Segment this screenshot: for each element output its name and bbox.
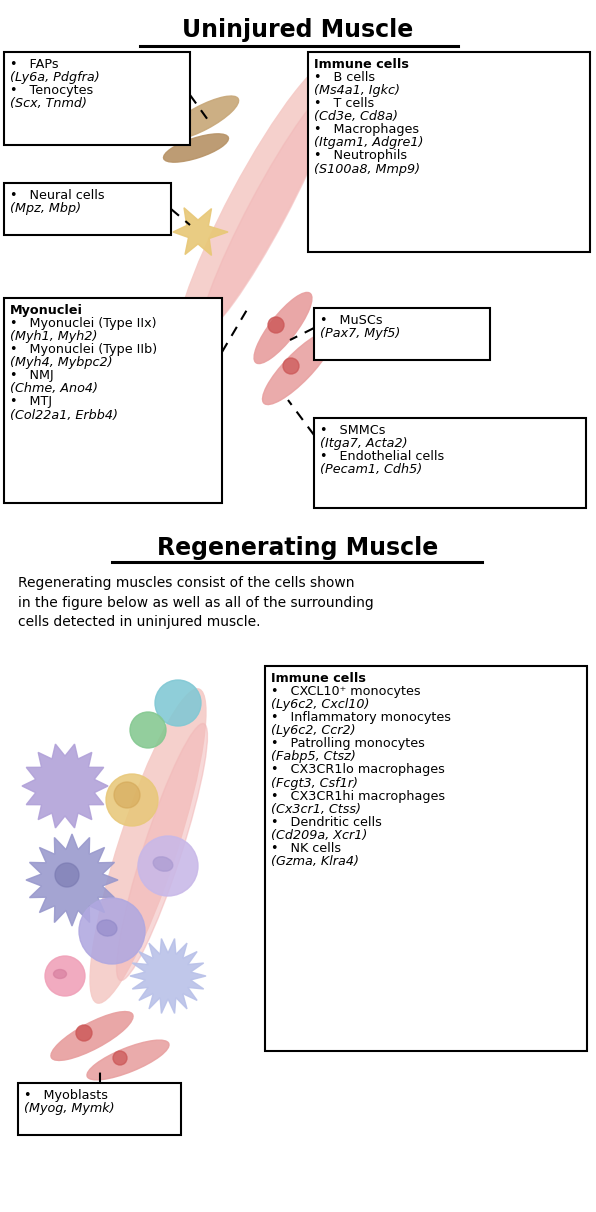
Ellipse shape	[163, 133, 228, 162]
Text: •   CX3CR1lo macrophages: • CX3CR1lo macrophages	[271, 764, 445, 777]
FancyBboxPatch shape	[308, 52, 590, 252]
Text: •   B cells: • B cells	[314, 72, 375, 84]
Text: •   Endothelial cells: • Endothelial cells	[320, 450, 444, 463]
Text: •   Myonuclei (Type IIb): • Myonuclei (Type IIb)	[10, 343, 157, 356]
Circle shape	[155, 680, 201, 726]
Text: (Gzma, Klra4): (Gzma, Klra4)	[271, 854, 359, 868]
Text: •   MuSCs: • MuSCs	[320, 314, 383, 327]
Text: •   Patrolling monocytes: • Patrolling monocytes	[271, 737, 425, 750]
Text: (Itga7, Acta2): (Itga7, Acta2)	[320, 438, 408, 450]
Circle shape	[130, 711, 166, 748]
Text: (Pax7, Myf5): (Pax7, Myf5)	[320, 327, 401, 341]
Text: (Ly6c2, Cxcl10): (Ly6c2, Cxcl10)	[271, 698, 370, 711]
Text: •   NK cells: • NK cells	[271, 842, 341, 854]
Polygon shape	[26, 834, 118, 926]
Circle shape	[369, 82, 421, 135]
Text: (Fabp5, Ctsz): (Fabp5, Ctsz)	[271, 750, 356, 764]
Circle shape	[76, 1025, 92, 1041]
Text: •   NMJ: • NMJ	[10, 370, 54, 382]
Polygon shape	[130, 938, 206, 1013]
Ellipse shape	[90, 688, 206, 1004]
Text: •   Inflammatory monocytes: • Inflammatory monocytes	[271, 711, 451, 725]
Ellipse shape	[201, 88, 335, 332]
Ellipse shape	[51, 1012, 133, 1060]
Text: •   CX3CR1hi macrophages: • CX3CR1hi macrophages	[271, 789, 445, 802]
Text: (Pecam1, Cdh5): (Pecam1, Cdh5)	[320, 463, 422, 476]
FancyBboxPatch shape	[4, 183, 171, 235]
Text: •   MTJ: • MTJ	[10, 395, 52, 408]
Circle shape	[79, 898, 145, 964]
Ellipse shape	[254, 292, 312, 364]
Circle shape	[405, 132, 445, 172]
Polygon shape	[372, 168, 434, 231]
Text: •   Dendritic cells: • Dendritic cells	[271, 816, 382, 829]
Text: (Itgam1, Adgre1): (Itgam1, Adgre1)	[314, 137, 424, 149]
Text: (Cx3cr1, Ctss): (Cx3cr1, Ctss)	[271, 802, 361, 816]
Circle shape	[268, 318, 284, 333]
Text: •   Macrophages: • Macrophages	[314, 124, 419, 136]
Text: Regenerating muscles consist of the cells shown
in the figure below as well as a: Regenerating muscles consist of the cell…	[18, 576, 374, 629]
Text: (Myog, Mymk): (Myog, Mymk)	[24, 1102, 114, 1115]
Ellipse shape	[165, 96, 238, 139]
Text: (Ly6a, Pdgfra): (Ly6a, Pdgfra)	[10, 72, 100, 84]
Text: •   T cells: • T cells	[314, 97, 374, 110]
Text: Myonuclei: Myonuclei	[10, 304, 83, 318]
Text: •   Myoblasts: • Myoblasts	[24, 1090, 108, 1102]
Ellipse shape	[117, 724, 207, 981]
Text: •   CXCL10⁺ monocytes: • CXCL10⁺ monocytes	[271, 685, 421, 698]
Circle shape	[283, 358, 299, 375]
Text: •   SMMCs: • SMMCs	[320, 424, 386, 438]
Text: •   FAPs: • FAPs	[10, 58, 58, 72]
Text: (Cd209a, Xcr1): (Cd209a, Xcr1)	[271, 829, 367, 842]
Ellipse shape	[339, 155, 365, 175]
Text: (Ms4a1, Igkc): (Ms4a1, Igkc)	[314, 84, 400, 97]
Text: •   Neutrophils: • Neutrophils	[314, 149, 407, 162]
Text: Immune cells: Immune cells	[271, 671, 366, 685]
Text: (Mpz, Mbp): (Mpz, Mbp)	[10, 202, 81, 215]
FancyBboxPatch shape	[314, 418, 586, 508]
Text: •   Neural cells: • Neural cells	[10, 189, 105, 202]
Circle shape	[324, 128, 392, 196]
Circle shape	[106, 774, 158, 827]
Text: (S100a8, Mmp9): (S100a8, Mmp9)	[314, 162, 420, 176]
Circle shape	[114, 782, 140, 808]
FancyBboxPatch shape	[4, 298, 222, 503]
Text: (Fcgt3, Csf1r): (Fcgt3, Csf1r)	[271, 777, 358, 789]
Circle shape	[138, 836, 198, 896]
Ellipse shape	[153, 857, 173, 871]
FancyBboxPatch shape	[265, 667, 587, 1051]
FancyBboxPatch shape	[18, 1084, 181, 1134]
Circle shape	[113, 1051, 127, 1065]
Circle shape	[55, 863, 79, 887]
Polygon shape	[173, 207, 228, 256]
Ellipse shape	[97, 920, 117, 936]
Text: Uninjured Muscle: Uninjured Muscle	[182, 18, 414, 42]
Ellipse shape	[176, 58, 340, 351]
Text: •   Myonuclei (Type IIx): • Myonuclei (Type IIx)	[10, 318, 157, 330]
Text: Immune cells: Immune cells	[314, 58, 409, 72]
Text: (Ly6c2, Ccr2): (Ly6c2, Ccr2)	[271, 725, 356, 737]
Text: (Cd3e, Cd8a): (Cd3e, Cd8a)	[314, 110, 398, 124]
Text: (Chme, Ano4): (Chme, Ano4)	[10, 382, 98, 395]
Text: •   Tenocytes: • Tenocytes	[10, 84, 93, 97]
Ellipse shape	[54, 970, 67, 978]
Text: (Scx, Tnmd): (Scx, Tnmd)	[10, 97, 87, 110]
Text: (Col22a1, Erbb4): (Col22a1, Erbb4)	[10, 408, 118, 422]
Ellipse shape	[262, 331, 334, 405]
Text: (Myh1, Myh2): (Myh1, Myh2)	[10, 330, 98, 343]
Text: (Myh4, Mybpc2): (Myh4, Mybpc2)	[10, 356, 113, 370]
Text: Regenerating Muscle: Regenerating Muscle	[157, 536, 439, 560]
Polygon shape	[22, 744, 108, 828]
Ellipse shape	[87, 1040, 169, 1080]
FancyBboxPatch shape	[314, 308, 490, 360]
Circle shape	[45, 956, 85, 996]
FancyBboxPatch shape	[4, 52, 190, 145]
